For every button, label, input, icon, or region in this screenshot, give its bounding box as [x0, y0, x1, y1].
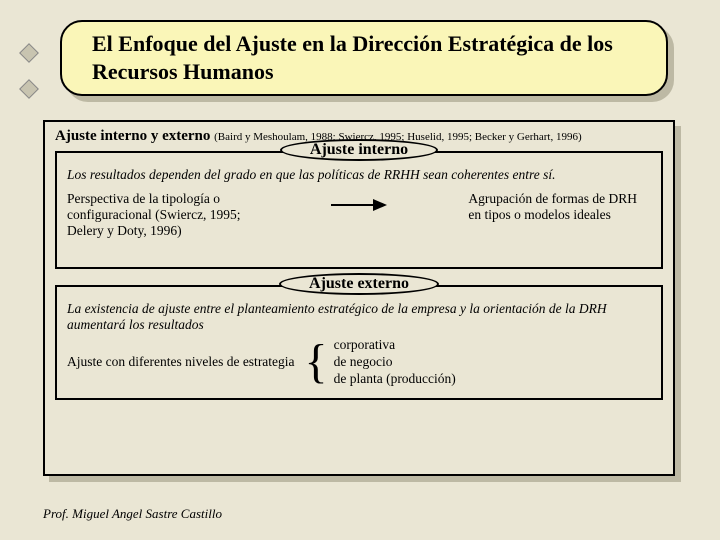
level-item: de negocio	[334, 354, 456, 371]
level-item: corporativa	[334, 337, 456, 354]
external-fit-desc: La existencia de ajuste entre el plantea…	[67, 301, 651, 333]
internal-left-text: Perspectiva de la tipología o configurac…	[67, 191, 250, 239]
main-content-box: Ajuste interno y externo (Baird y Meshou…	[43, 120, 675, 476]
levels-lead: Ajuste con diferentes niveles de estrate…	[67, 354, 303, 370]
external-fit-box: Ajuste externo La existencia de ajuste e…	[55, 285, 663, 400]
slide-footer: Prof. Miguel Angel Sastre Castillo	[43, 506, 222, 522]
internal-right-text: Agrupación de formas de DRH en tipos o m…	[468, 191, 651, 223]
arrow-icon	[268, 191, 451, 213]
internal-fit-box: Ajuste interno Los resultados dependen d…	[55, 151, 663, 269]
bullet-decor	[19, 43, 39, 63]
levels-list: corporativa de negocio de planta (produc…	[334, 337, 456, 388]
slide-title: El Enfoque del Ajuste en la Dirección Es…	[60, 20, 668, 96]
level-item: de planta (producción)	[334, 371, 456, 388]
internal-fit-label: Ajuste interno	[280, 139, 438, 161]
bullet-decor	[19, 79, 39, 99]
external-fit-label: Ajuste externo	[279, 273, 439, 295]
internal-fit-desc: Los resultados dependen del grado en que…	[67, 167, 651, 183]
section-header-lead: Ajuste interno y externo	[55, 128, 210, 144]
brace-icon: {	[303, 338, 334, 386]
